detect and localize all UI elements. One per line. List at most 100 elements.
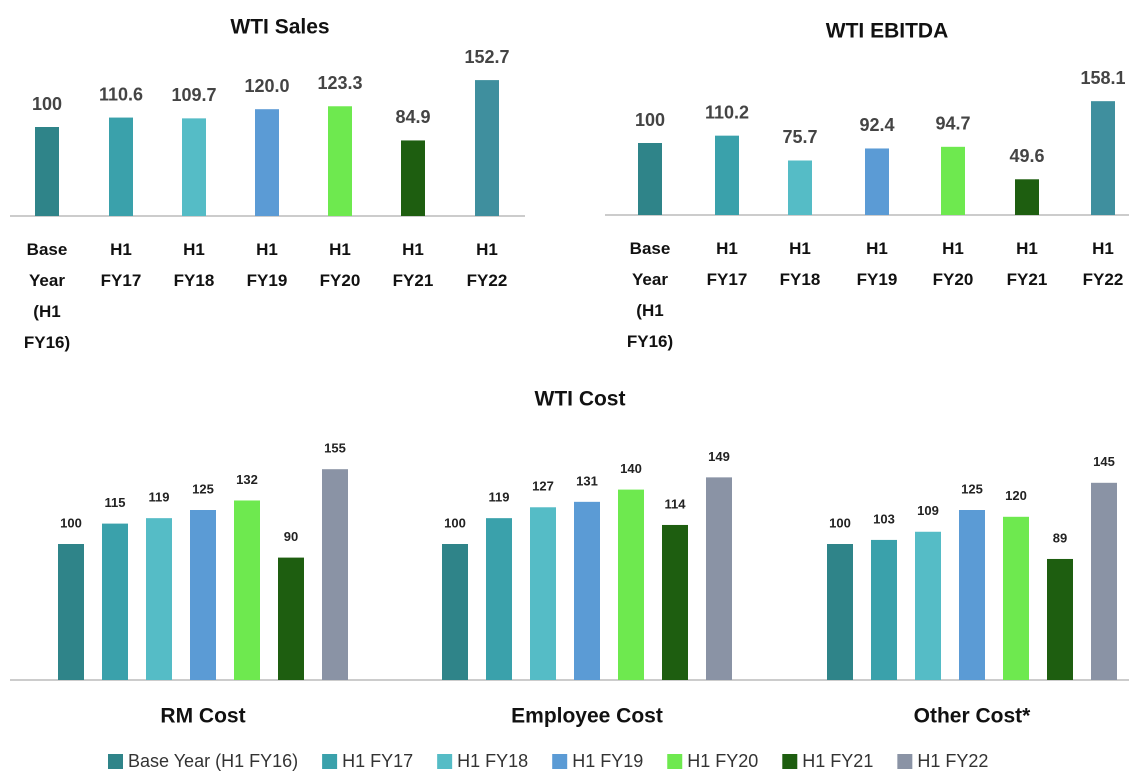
bar	[638, 143, 662, 215]
legend-swatch	[322, 754, 338, 769]
bar	[278, 557, 304, 680]
x-tick-label: H1 FY17	[100, 240, 142, 290]
x-tick-label: H1 FY21	[1006, 239, 1048, 289]
legend-label: Base Year (H1 FY16)	[128, 751, 298, 771]
bar	[1091, 101, 1115, 215]
bar	[871, 539, 897, 680]
bar	[941, 146, 965, 215]
data-label: 131	[576, 473, 598, 488]
data-label: 114	[665, 496, 687, 511]
data-label: 119	[149, 490, 170, 505]
legend-swatch	[897, 754, 913, 769]
bar	[234, 500, 260, 680]
data-label: 100	[444, 515, 466, 530]
x-tick-label: H1 FY20	[319, 240, 361, 290]
bar	[58, 544, 84, 680]
bar	[618, 489, 644, 680]
data-label: 155	[324, 441, 346, 456]
data-label: 100	[32, 94, 62, 114]
bar	[1003, 516, 1029, 680]
bar	[486, 518, 512, 680]
legend-label: H1 FY17	[342, 751, 413, 771]
data-label: 127	[532, 479, 554, 494]
legend-label: H1 FY20	[687, 751, 758, 771]
data-label: 120	[1005, 488, 1027, 503]
bar	[328, 106, 352, 216]
bar	[109, 117, 133, 216]
bar	[574, 501, 600, 680]
legend-label: H1 FY19	[572, 751, 643, 771]
bar	[475, 80, 499, 216]
legend-swatch	[108, 754, 123, 769]
data-label: 110.2	[705, 102, 749, 122]
data-label: 158.1	[1080, 68, 1125, 88]
chart-title: WTI Sales	[230, 16, 329, 39]
data-label: 132	[236, 472, 258, 487]
data-label: 109.7	[171, 85, 216, 105]
bar	[401, 140, 425, 216]
chart-title: WTI Cost	[535, 388, 626, 411]
data-label: 75.7	[782, 127, 817, 147]
x-tick-label: H1 FY22	[1082, 239, 1124, 289]
data-label: 100	[635, 110, 665, 130]
bar	[146, 518, 172, 680]
legend-swatch	[437, 754, 453, 769]
x-tick-label: H1 FY19	[246, 240, 288, 290]
legend-swatch	[552, 754, 568, 769]
legend-swatch	[667, 754, 683, 769]
bar	[827, 544, 853, 680]
data-label: 145	[1093, 454, 1115, 469]
data-label: 110.6	[99, 84, 143, 104]
group-label: Employee Cost	[511, 705, 663, 728]
legend-label: H1 FY21	[802, 751, 873, 771]
data-label: 109	[917, 503, 939, 518]
legend-swatch	[782, 754, 798, 769]
x-tick-label: H1 FY18	[779, 239, 821, 289]
legend-label: H1 FY22	[917, 751, 988, 771]
bar	[442, 544, 468, 680]
x-tick-label: H1 FY17	[706, 239, 748, 289]
data-label: 49.6	[1009, 146, 1044, 166]
data-label: 90	[284, 529, 298, 544]
bar	[1047, 558, 1073, 680]
bar	[1015, 179, 1039, 215]
data-label: 89	[1053, 530, 1067, 545]
bar	[959, 510, 985, 680]
bar	[255, 109, 279, 216]
data-label: 92.4	[859, 115, 894, 135]
group-label: RM Cost	[160, 705, 245, 728]
bar	[322, 469, 348, 680]
x-tick-label: Base Year (H1 FY16)	[626, 239, 674, 351]
group-label: Other Cost*	[914, 705, 1032, 728]
bar	[662, 524, 688, 680]
x-tick-label: H1 FY18	[173, 240, 215, 290]
x-tick-label: H1 FY19	[856, 239, 898, 289]
x-tick-label: Base Year (H1 FY16)	[23, 240, 71, 352]
data-label: 140	[620, 461, 642, 476]
data-label: 115	[105, 495, 126, 510]
bar	[915, 531, 941, 680]
data-label: 123.3	[317, 73, 362, 93]
bar	[715, 135, 739, 215]
data-label: 94.7	[935, 114, 970, 134]
data-label: 100	[829, 515, 851, 530]
x-tick-label: H1 FY22	[466, 240, 508, 290]
data-label: 100	[60, 515, 82, 530]
bar	[530, 507, 556, 680]
data-label: 149	[708, 449, 730, 464]
chart-title: WTI EBITDA	[826, 20, 948, 43]
x-tick-label: H1 FY20	[932, 239, 974, 289]
bar	[1091, 482, 1117, 680]
data-label: 103	[873, 511, 895, 526]
bar	[35, 127, 59, 216]
data-label: 152.7	[464, 47, 509, 67]
legend-label: H1 FY18	[457, 751, 528, 771]
data-label: 125	[192, 481, 214, 496]
data-label: 84.9	[395, 107, 430, 127]
data-label: 125	[961, 481, 983, 496]
bar	[788, 160, 812, 215]
data-label: 120.0	[244, 76, 289, 96]
bar	[182, 118, 206, 216]
